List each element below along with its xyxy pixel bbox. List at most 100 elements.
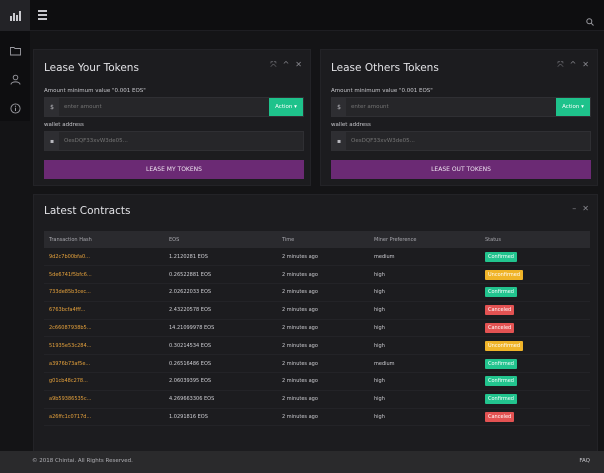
transaction-hash-cell[interactable]: 51935e53c284... (44, 336, 164, 356)
miner-preference-cell: high (369, 319, 480, 338)
folder-icon[interactable] (10, 41, 21, 56)
wallet-label: wallet address (331, 122, 371, 128)
transaction-hash-cell[interactable]: a9b59386535c... (44, 390, 164, 409)
contracts-table-body: 9d2c7b00bfa0... 1.2120281 EOS 2 minutes ag… (44, 248, 590, 427)
expand-icon[interactable]: ⤧ (270, 60, 277, 69)
chevron-up-icon[interactable]: ^ (282, 60, 290, 69)
panel-title: Lease Your Tokens (44, 62, 139, 74)
table-row[interactable]: 51935e53c284... 0.30214534 EOS 2 minutes a… (44, 336, 590, 356)
wallet-address-input[interactable] (59, 132, 303, 150)
table-row[interactable]: 6763bcfa4fff... 2.43220578 EOS 2 minutes a… (44, 301, 590, 320)
status-cell: Canceled (480, 301, 590, 320)
search-icon[interactable] (586, 11, 594, 30)
panel-title: Lease Others Tokens (331, 62, 439, 74)
transaction-hash-cell[interactable]: 2c66087938b5... (44, 319, 164, 338)
wallet-input-group: ▪ (44, 131, 304, 151)
table-row[interactable]: 9d2c7b00bfa0... 1.2120281 EOS 2 minutes ag… (44, 248, 590, 267)
wallet-icon: ▪ (45, 132, 59, 150)
amount-input[interactable] (346, 98, 556, 116)
time-cell: 2 minutes ago (277, 248, 369, 267)
status-badge: Confirmed (485, 251, 517, 262)
wallet-input-group: ▪ (331, 131, 591, 151)
eos-amount-cell: 2.06039395 EOS (164, 372, 277, 391)
transaction-hash-cell[interactable]: 9d2c7b00bfa0... (44, 248, 164, 267)
status-cell: Canceled (480, 319, 590, 338)
eos-amount-cell: 1.0291816 EOS (164, 408, 277, 427)
footer: © 2018 Chintai. All Rights Reserved. FAQ (0, 451, 604, 473)
column-header[interactable]: Time (277, 231, 369, 248)
transaction-hash-cell[interactable]: g01cb48c278... (44, 372, 164, 391)
close-icon[interactable]: ✕ (295, 60, 302, 69)
transaction-hash-cell[interactable]: a3976b73af5e... (44, 354, 164, 374)
top-bar (0, 0, 604, 31)
copyright-text: © 2018 Chintai. All Rights Reserved. (32, 458, 133, 464)
table-row[interactable]: a3976b73af5e... 0.26516486 EOS 2 minutes a… (44, 354, 590, 374)
miner-preference-cell: high (369, 265, 480, 285)
miner-preference-cell: high (369, 336, 480, 356)
close-icon[interactable]: ✕ (582, 60, 589, 69)
column-header[interactable]: Miner Preference (369, 231, 480, 248)
column-header[interactable]: Status (480, 231, 590, 248)
table-row[interactable]: g01cb48c278... 2.06039395 EOS 2 minutes ag… (44, 372, 590, 391)
eos-amount-cell: 1.2120281 EOS (164, 248, 277, 267)
lease-my-tokens-button[interactable]: LEASE MY TOKENS (44, 160, 304, 179)
action-dropdown-button[interactable]: Action ▾ (269, 98, 303, 116)
panel-controls: ⤧ ^ ✕ (270, 60, 302, 70)
menu-icon[interactable] (38, 10, 47, 20)
status-badge: Confirmed (485, 376, 517, 387)
eos-amount-cell: 0.26516486 EOS (164, 354, 277, 374)
status-cell: Confirmed (480, 283, 590, 302)
transaction-hash-cell[interactable]: 733de85b3cec... (44, 283, 164, 302)
eos-amount-cell: 14.21099978 EOS (164, 319, 277, 338)
table-row[interactable]: 5de6741f5bfc6... 0.26522881 EOS 2 minutes … (44, 265, 590, 285)
status-cell: Confirmed (480, 372, 590, 391)
status-cell: Confirmed (480, 248, 590, 267)
action-dropdown-button[interactable]: Action ▾ (556, 98, 590, 116)
status-badge: Confirmed (485, 358, 517, 369)
panel-controls: – ✕ (572, 204, 589, 213)
close-icon[interactable]: ✕ (582, 204, 589, 213)
amount-label: Amount minimum value "0.001 EOS" (331, 88, 433, 94)
dollar-icon: $ (45, 98, 59, 116)
time-cell: 2 minutes ago (277, 265, 369, 285)
amount-input[interactable] (59, 98, 269, 116)
wallet-label: wallet address (44, 122, 84, 128)
latest-contracts-panel: Latest Contracts – ✕ Transaction Hash EO… (33, 194, 598, 452)
chevron-up-icon[interactable]: ^ (569, 60, 577, 69)
wallet-icon: ▪ (332, 132, 346, 150)
table-row[interactable]: 733de85b3cec... 2.02622033 EOS 2 minutes a… (44, 283, 590, 302)
table-header-row: Transaction Hash EOS Time Miner Preferen… (44, 231, 590, 248)
wallet-address-input[interactable] (346, 132, 590, 150)
column-header[interactable]: Transaction Hash (44, 231, 164, 248)
time-cell: 2 minutes ago (277, 301, 369, 320)
transaction-hash-cell[interactable]: 6763bcfa4fff... (44, 301, 164, 320)
expand-icon[interactable]: ⤧ (557, 60, 564, 69)
table-row[interactable]: a26ffc1c0717d... 1.0291816 EOS 2 minutes a… (44, 408, 590, 427)
miner-preference-cell: high (369, 283, 480, 302)
user-icon[interactable] (10, 70, 21, 85)
transaction-hash-cell[interactable]: a26ffc1c0717d... (44, 408, 164, 427)
lease-others-tokens-panel: Lease Others Tokens ⤧ ^ ✕ Amount minimum… (320, 49, 598, 186)
amount-input-group: $ Action ▾ (331, 97, 591, 117)
miner-preference-cell: high (369, 390, 480, 409)
lease-your-tokens-panel: Lease Your Tokens ⤧ ^ ✕ Amount minimum v… (33, 49, 311, 186)
miner-preference-cell: high (369, 408, 480, 427)
table-row[interactable]: a9b59386535c... 4.269663306 EOS 2 minutes … (44, 390, 590, 409)
status-badge: Canceled (485, 323, 515, 334)
faq-link[interactable]: FAQ (579, 458, 590, 464)
info-icon[interactable] (10, 99, 21, 114)
miner-preference-cell: medium (369, 354, 480, 374)
status-badge: Unconfirmed (485, 340, 524, 351)
transaction-hash-cell[interactable]: 5de6741f5bfc6... (44, 265, 164, 285)
table-row[interactable]: 2c66087938b5... 14.21099978 EOS 2 minutes … (44, 319, 590, 338)
time-cell: 2 minutes ago (277, 372, 369, 391)
time-cell: 2 minutes ago (277, 408, 369, 427)
column-header[interactable]: EOS (164, 231, 277, 248)
lease-out-tokens-button[interactable]: LEASE OUT TOKENS (331, 160, 591, 179)
eos-amount-cell: 2.43220578 EOS (164, 301, 277, 320)
status-badge: Confirmed (485, 287, 517, 298)
minimize-icon[interactable]: – (572, 204, 577, 213)
eos-amount-cell: 0.26522881 EOS (164, 265, 277, 285)
dashboard-icon[interactable] (0, 0, 30, 31)
